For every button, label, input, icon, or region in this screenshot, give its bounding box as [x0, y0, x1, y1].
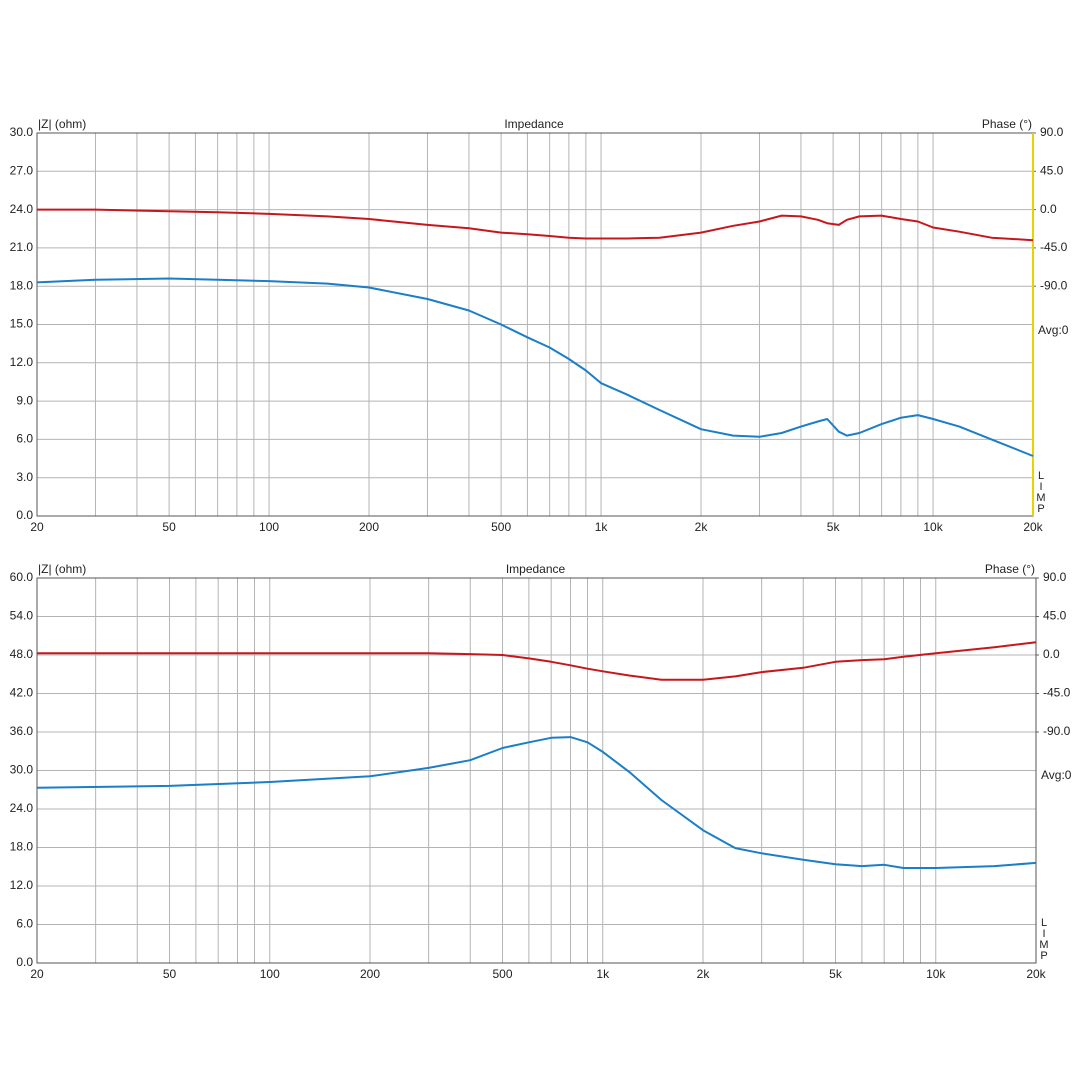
x-tick-label: 200 [360, 967, 380, 981]
y-tick-label: 15.0 [10, 317, 34, 331]
y2-axis-label: Phase (°) [982, 117, 1032, 131]
annotation: Avg:0 [1041, 768, 1072, 782]
x-tick-label: 200 [359, 520, 379, 534]
x-tick-label: 2k [697, 967, 711, 981]
y-tick-label: 18.0 [10, 840, 34, 854]
x-tick-label: 10k [923, 520, 943, 534]
y-tick-label: 42.0 [10, 686, 34, 700]
y-axis-label: |Z| (ohm) [38, 562, 86, 576]
y2-tick-label: 0.0 [1040, 202, 1057, 216]
y-tick-label: 21.0 [10, 240, 34, 254]
y-tick-label: 12.0 [10, 355, 34, 369]
x-tick-label: 100 [259, 520, 279, 534]
y-tick-label: 0.0 [16, 955, 33, 969]
y-tick-label: 12.0 [10, 878, 34, 892]
y2-tick-label: 90.0 [1043, 570, 1067, 584]
annotation: LIMP [1035, 470, 1047, 514]
x-tick-label: 1k [596, 967, 610, 981]
chart-title: Impedance [506, 562, 566, 576]
y-tick-label: 0.0 [16, 508, 33, 522]
y-axis-label: |Z| (ohm) [38, 117, 86, 131]
x-tick-label: 2k [695, 520, 709, 534]
x-tick-label: 10k [926, 967, 946, 981]
y-tick-label: 24.0 [10, 202, 34, 216]
x-tick-label: 50 [162, 520, 176, 534]
x-tick-label: 100 [260, 967, 280, 981]
annotation: LIMP [1038, 917, 1050, 961]
annotation: Avg:0 [1038, 323, 1069, 337]
plot-frame [36, 577, 1037, 964]
y-tick-label: 6.0 [16, 917, 33, 931]
y2-tick-label: -45.0 [1043, 686, 1071, 700]
x-tick-label: 20 [30, 520, 44, 534]
y2-tick-label: 90.0 [1040, 125, 1064, 139]
y-tick-label: 36.0 [10, 724, 34, 738]
y-tick-label: 30.0 [10, 763, 34, 777]
y2-tick-label: -90.0 [1040, 278, 1068, 292]
x-tick-label: 1k [595, 520, 609, 534]
y-tick-label: 27.0 [10, 163, 34, 177]
x-tick-label: 50 [163, 967, 177, 981]
y-tick-label: 9.0 [16, 393, 33, 407]
x-tick-label: 5k [827, 520, 841, 534]
y2-tick-label: 0.0 [1043, 647, 1060, 661]
y-tick-label: 6.0 [16, 432, 33, 446]
x-tick-label: 20k [1026, 967, 1046, 981]
data-line [37, 208, 1034, 242]
y-tick-label: 54.0 [10, 609, 34, 623]
x-tick-label: 500 [491, 520, 511, 534]
x-tick-label: 20 [30, 967, 44, 981]
y2-tick-label: 45.0 [1043, 609, 1067, 623]
data-line [37, 641, 1037, 681]
y2-axis-label: Phase (°) [985, 562, 1035, 576]
data-line [36, 277, 1034, 457]
y-tick-label: 18.0 [10, 278, 34, 292]
x-tick-label: 500 [492, 967, 512, 981]
y2-tick-label: 45.0 [1040, 163, 1064, 177]
chart-title: Impedance [504, 117, 564, 131]
x-tick-label: 20k [1023, 520, 1043, 534]
x-tick-label: 5k [829, 967, 843, 981]
y-tick-label: 60.0 [10, 570, 34, 584]
y2-tick-label: -90.0 [1043, 724, 1071, 738]
y-tick-label: 3.0 [16, 470, 33, 484]
y-tick-label: 30.0 [10, 125, 34, 139]
data-line [36, 736, 1037, 869]
y-tick-label: 48.0 [10, 647, 34, 661]
y2-tick-label: -45.0 [1040, 240, 1068, 254]
y-tick-label: 24.0 [10, 801, 34, 815]
